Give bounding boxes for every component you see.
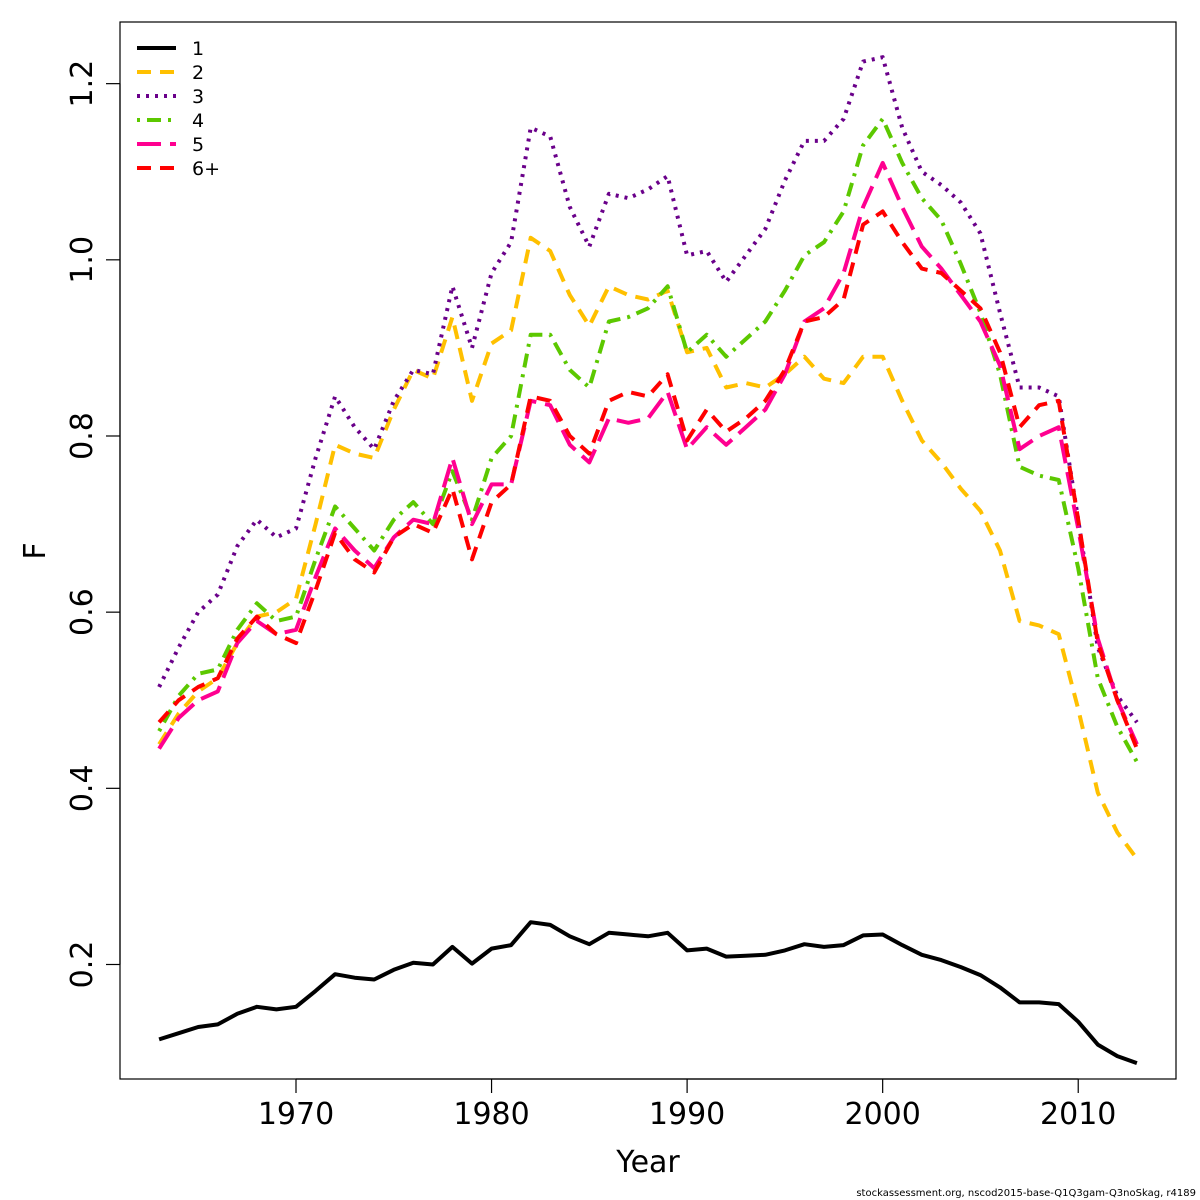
series-line-1 [158,920,1138,1065]
series-line-4 [157,116,1139,763]
legend-label: 1 [192,38,204,60]
x-tick-label: 1970 [258,1097,334,1132]
y-tick-label: 1.2 [65,60,100,108]
y-axis-title: F [18,542,53,559]
y-tick-label: 0.4 [65,764,100,812]
series-line-6 [157,209,1139,750]
x-tick-label: 2000 [844,1097,920,1132]
x-axis-title: Year [615,1145,680,1180]
series-line-3 [157,55,1139,724]
legend-label: 5 [192,134,204,156]
y-tick-label: 0.8 [65,412,100,460]
legend-label: 2 [192,62,204,84]
plot-frame [119,21,1177,1080]
x-tick-label: 2010 [1040,1097,1116,1132]
y-axis: 0.2 0.4 0.6 0.8 1.0 1.2 [65,60,121,989]
y-tick-label: 1.0 [65,236,100,284]
x-axis: 1970 1980 1990 2000 2010 [258,1078,1116,1132]
series-line-2 [157,235,1139,860]
footer-credit: stockassessment.org, nscod2015-base-Q1Q3… [856,1188,1196,1199]
legend-label: 6+ [192,158,220,180]
series-layer [157,55,1139,1065]
y-tick-label: 0.6 [65,588,100,636]
series-line-5 [157,160,1139,750]
y-tick-label: 0.2 [65,941,100,989]
x-tick-label: 1980 [453,1097,529,1132]
legend-label: 4 [192,110,204,132]
x-tick-label: 1990 [649,1097,725,1132]
legend-label: 3 [192,86,204,108]
